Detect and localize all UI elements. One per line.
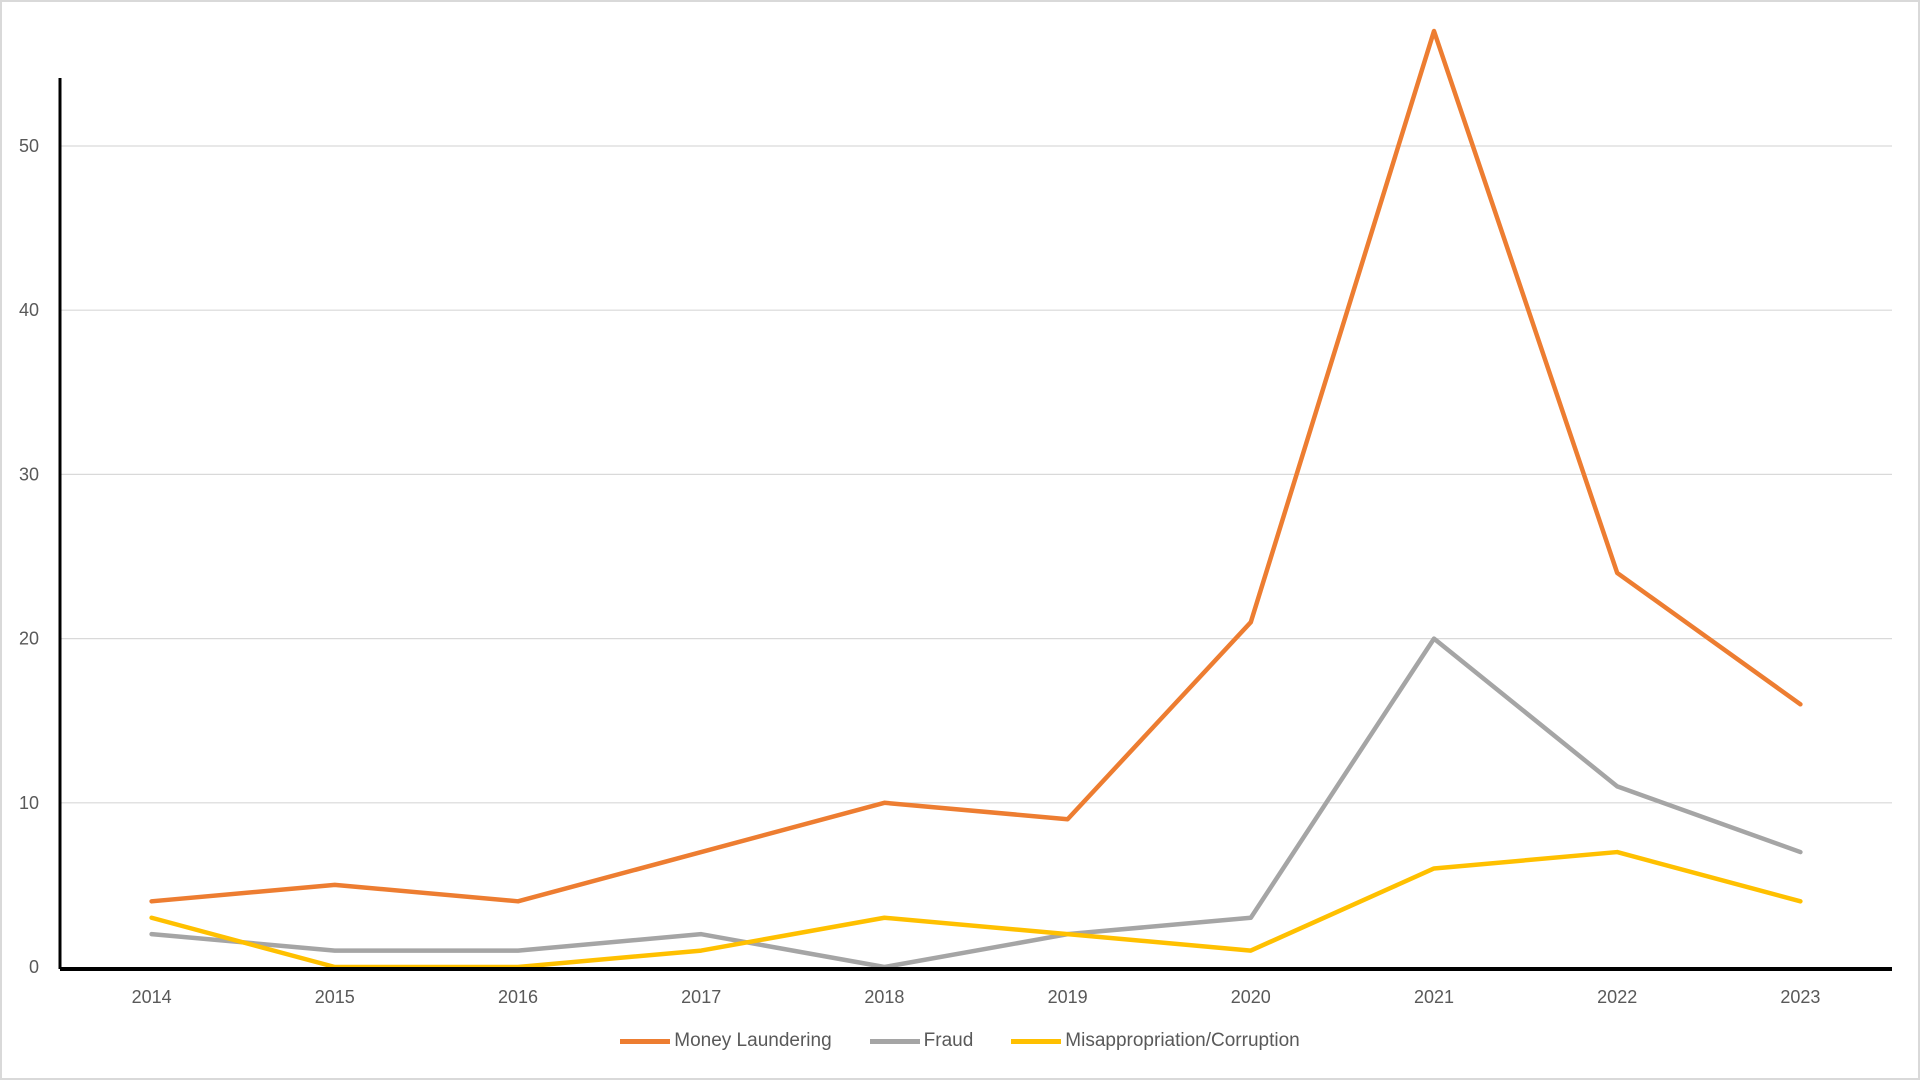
x-tick-label: 2018 xyxy=(864,987,904,1007)
legend-swatch xyxy=(1011,1038,1062,1044)
series-line-fraud xyxy=(149,636,1803,970)
legend-item: Misappropriation/Corruption xyxy=(1011,1030,1300,1052)
y-tick-label: 50 xyxy=(19,136,39,156)
x-tick-label: 2017 xyxy=(681,987,721,1007)
y-tick-label: 40 xyxy=(19,300,39,320)
y-tick-label: 30 xyxy=(19,464,39,484)
x-tick-label: 2020 xyxy=(1231,987,1271,1007)
legend-swatch xyxy=(869,1038,920,1044)
x-tick-label: 2019 xyxy=(1048,987,1088,1007)
legend-item: Fraud xyxy=(869,1030,974,1052)
legend: Money Laundering Fraud Misappropriation/Co… xyxy=(0,1030,1920,1052)
x-tick-label: 2022 xyxy=(1597,987,1637,1007)
y-tick-label: 0 xyxy=(29,957,39,977)
x-tick-label: 2014 xyxy=(132,987,172,1007)
legend-label: Misappropriation/Corruption xyxy=(1065,1030,1300,1051)
legend-item: Money Laundering xyxy=(620,1030,832,1052)
x-tick-label: 2016 xyxy=(498,987,538,1007)
y-tick-label: 20 xyxy=(19,629,39,649)
legend-label: Fraud xyxy=(923,1030,974,1051)
x-tick-label: 2023 xyxy=(1780,987,1820,1007)
series-line-money-laundering xyxy=(149,28,1803,904)
legend-label: Money Laundering xyxy=(674,1030,832,1051)
legend-swatch xyxy=(620,1038,671,1044)
y-tick-label: 10 xyxy=(19,793,39,813)
x-tick-label: 2015 xyxy=(315,987,355,1007)
x-tick-label: 2021 xyxy=(1414,987,1454,1007)
